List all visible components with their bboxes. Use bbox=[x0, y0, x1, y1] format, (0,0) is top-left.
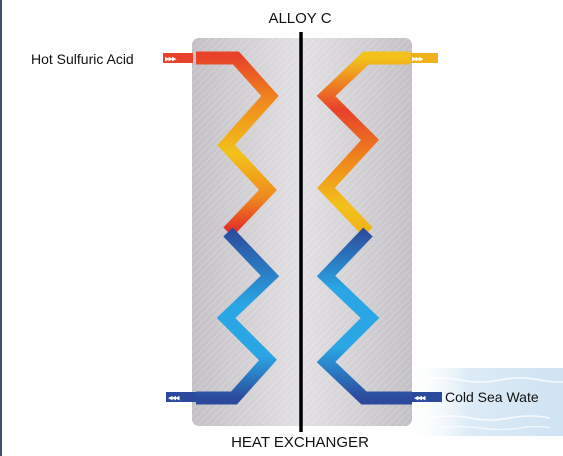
sea-water-coil bbox=[316, 227, 412, 405]
hot-inlet-arrow-tag: ▸▸▸ bbox=[163, 53, 193, 65]
svg-text:▸▸▸: ▸▸▸ bbox=[165, 55, 177, 65]
cold-outlet-arrow-tag: ◂◂◂ bbox=[166, 392, 196, 404]
cold-inlet-label: Cold Sea Wate bbox=[445, 389, 539, 405]
diagram-title-alloy: ALLOY C bbox=[268, 10, 332, 27]
page-left-border bbox=[0, 0, 2, 456]
warmed-water-coil bbox=[316, 51, 410, 237]
svg-text:◂◂◂: ◂◂◂ bbox=[168, 394, 180, 404]
cooled-acid-coil bbox=[196, 227, 280, 405]
cold-inlet-arrow-tag: ◂◂◂ bbox=[412, 392, 442, 404]
hot-inlet-label: Hot Sulfuric Acid bbox=[31, 51, 134, 67]
hot-outlet-arrow-tag: ▸▸▸ bbox=[410, 53, 438, 65]
diagram-title-exchanger: HEAT EXCHANGER bbox=[231, 434, 369, 451]
svg-text:▸▸▸: ▸▸▸ bbox=[412, 55, 424, 65]
svg-text:◂◂◂: ◂◂◂ bbox=[414, 394, 426, 404]
hot-acid-coil bbox=[196, 51, 279, 237]
